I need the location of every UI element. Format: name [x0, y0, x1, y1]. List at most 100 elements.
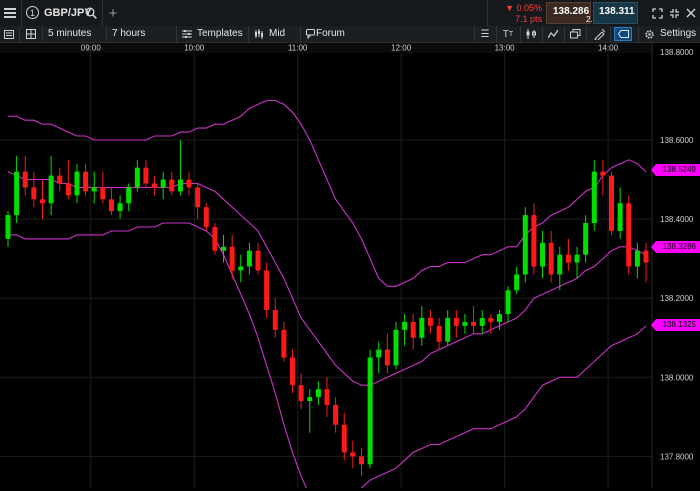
candle-body	[203, 207, 209, 227]
draw-tool-icon[interactable]	[592, 28, 606, 40]
settings-button[interactable]: Settings	[660, 28, 697, 39]
candle	[462, 314, 468, 334]
candle-body	[591, 171, 597, 224]
layers-icon[interactable]	[568, 28, 582, 40]
settings-icon[interactable]	[643, 28, 655, 40]
eraser-icon[interactable]	[614, 27, 632, 41]
candle-body	[471, 321, 477, 326]
candle-body	[350, 452, 356, 457]
candle	[134, 159, 140, 192]
sell-price-button[interactable]: 138.286	[546, 2, 591, 24]
candle-body	[117, 203, 123, 212]
instrument-header: 1 GBP/JPY + ▼ 0.05% 7.1 pts 138.286 2.5 …	[0, 0, 700, 27]
candle-body	[126, 187, 132, 204]
x-tick-label: 12:00	[391, 44, 412, 53]
candle-body	[212, 227, 218, 251]
search-icon[interactable]	[84, 5, 98, 21]
forum-button[interactable]: Forum	[316, 28, 345, 39]
chart-type-icon[interactable]	[524, 28, 538, 40]
price-type-selector[interactable]: Mid	[269, 28, 286, 39]
candle-body	[419, 317, 425, 338]
collapse-icon[interactable]	[667, 6, 681, 20]
instrument-number-badge: 1	[26, 6, 39, 19]
add-tab-icon[interactable]: +	[108, 4, 118, 22]
candle-body	[160, 179, 166, 188]
candle	[281, 321, 287, 362]
candle	[574, 246, 580, 279]
layout-grid-icon[interactable]	[25, 28, 37, 40]
candle	[108, 187, 114, 216]
candle-body	[65, 183, 71, 196]
range-selector[interactable]: 7 hours	[112, 28, 146, 39]
candle-body	[583, 223, 589, 255]
price-marker-arrow	[651, 163, 656, 176]
candle	[14, 155, 20, 224]
interval-selector[interactable]: 5 minutes	[48, 28, 92, 39]
y-tick-label-top: 138.8000	[660, 48, 694, 57]
x-tick-label: 11:00	[288, 44, 308, 53]
candle	[65, 159, 71, 200]
candle-body	[48, 175, 54, 204]
candle	[591, 159, 597, 231]
candle	[436, 317, 442, 350]
candle	[488, 314, 494, 334]
close-icon[interactable]	[684, 6, 698, 20]
candle-body	[574, 254, 580, 263]
candle-body	[505, 290, 511, 314]
price-marker-arrow	[651, 318, 656, 331]
candle	[453, 310, 459, 338]
indicators-icon[interactable]	[546, 28, 560, 40]
candle	[617, 187, 623, 239]
x-tick-label: 09:00	[81, 44, 102, 53]
candle	[83, 163, 89, 196]
candle-body	[634, 250, 640, 267]
candle-body	[514, 274, 520, 291]
candle-body	[557, 254, 563, 275]
candle	[57, 167, 63, 192]
candle	[557, 246, 563, 291]
bb-upper-band	[8, 99, 647, 287]
instrument-name[interactable]: GBP/JPY	[44, 7, 92, 19]
templates-button[interactable]: Templates	[197, 28, 243, 39]
buy-price-button[interactable]: 138.311	[593, 2, 638, 24]
candle	[531, 203, 537, 275]
news-icon[interactable]: ☰	[480, 28, 490, 40]
candle-body	[479, 317, 485, 326]
candle-body	[281, 329, 287, 358]
forum-icon	[305, 28, 317, 40]
candle	[212, 223, 218, 255]
y-tick-label: 138.0000	[660, 373, 694, 382]
candle-body	[14, 171, 20, 216]
candle	[160, 171, 166, 200]
candle-body	[531, 215, 537, 267]
expand-icon[interactable]	[650, 6, 664, 20]
candle-body	[74, 171, 80, 196]
candle	[229, 234, 235, 279]
candle	[600, 159, 606, 196]
candle	[290, 349, 296, 394]
candle	[548, 230, 554, 283]
candle	[402, 314, 408, 346]
candle-body	[108, 199, 114, 212]
candle-body	[565, 254, 571, 263]
price-chart[interactable]: 138.6000 138.4000 138.2000 138.0000 137.8000…	[0, 43, 700, 491]
candle-body	[307, 397, 313, 401]
candle	[583, 215, 589, 263]
candlestick-chart[interactable]: 138.6000 138.4000 138.2000 138.0000 137.8000…	[0, 43, 700, 491]
candle	[471, 306, 477, 334]
price-marker-arrow	[651, 241, 656, 254]
candle-body	[5, 215, 11, 239]
x-tick-label: 13:00	[495, 44, 516, 53]
candle	[31, 171, 37, 208]
candle-body	[643, 250, 649, 263]
candle-body	[333, 404, 339, 425]
candle-body	[298, 385, 304, 401]
candle	[203, 203, 209, 231]
candle-body	[169, 179, 175, 192]
hamburger-icon[interactable]	[2, 4, 18, 22]
candle	[358, 448, 364, 477]
panel-toggle-icon[interactable]	[3, 28, 15, 40]
candle-body	[83, 171, 89, 192]
candle-body	[410, 321, 416, 338]
